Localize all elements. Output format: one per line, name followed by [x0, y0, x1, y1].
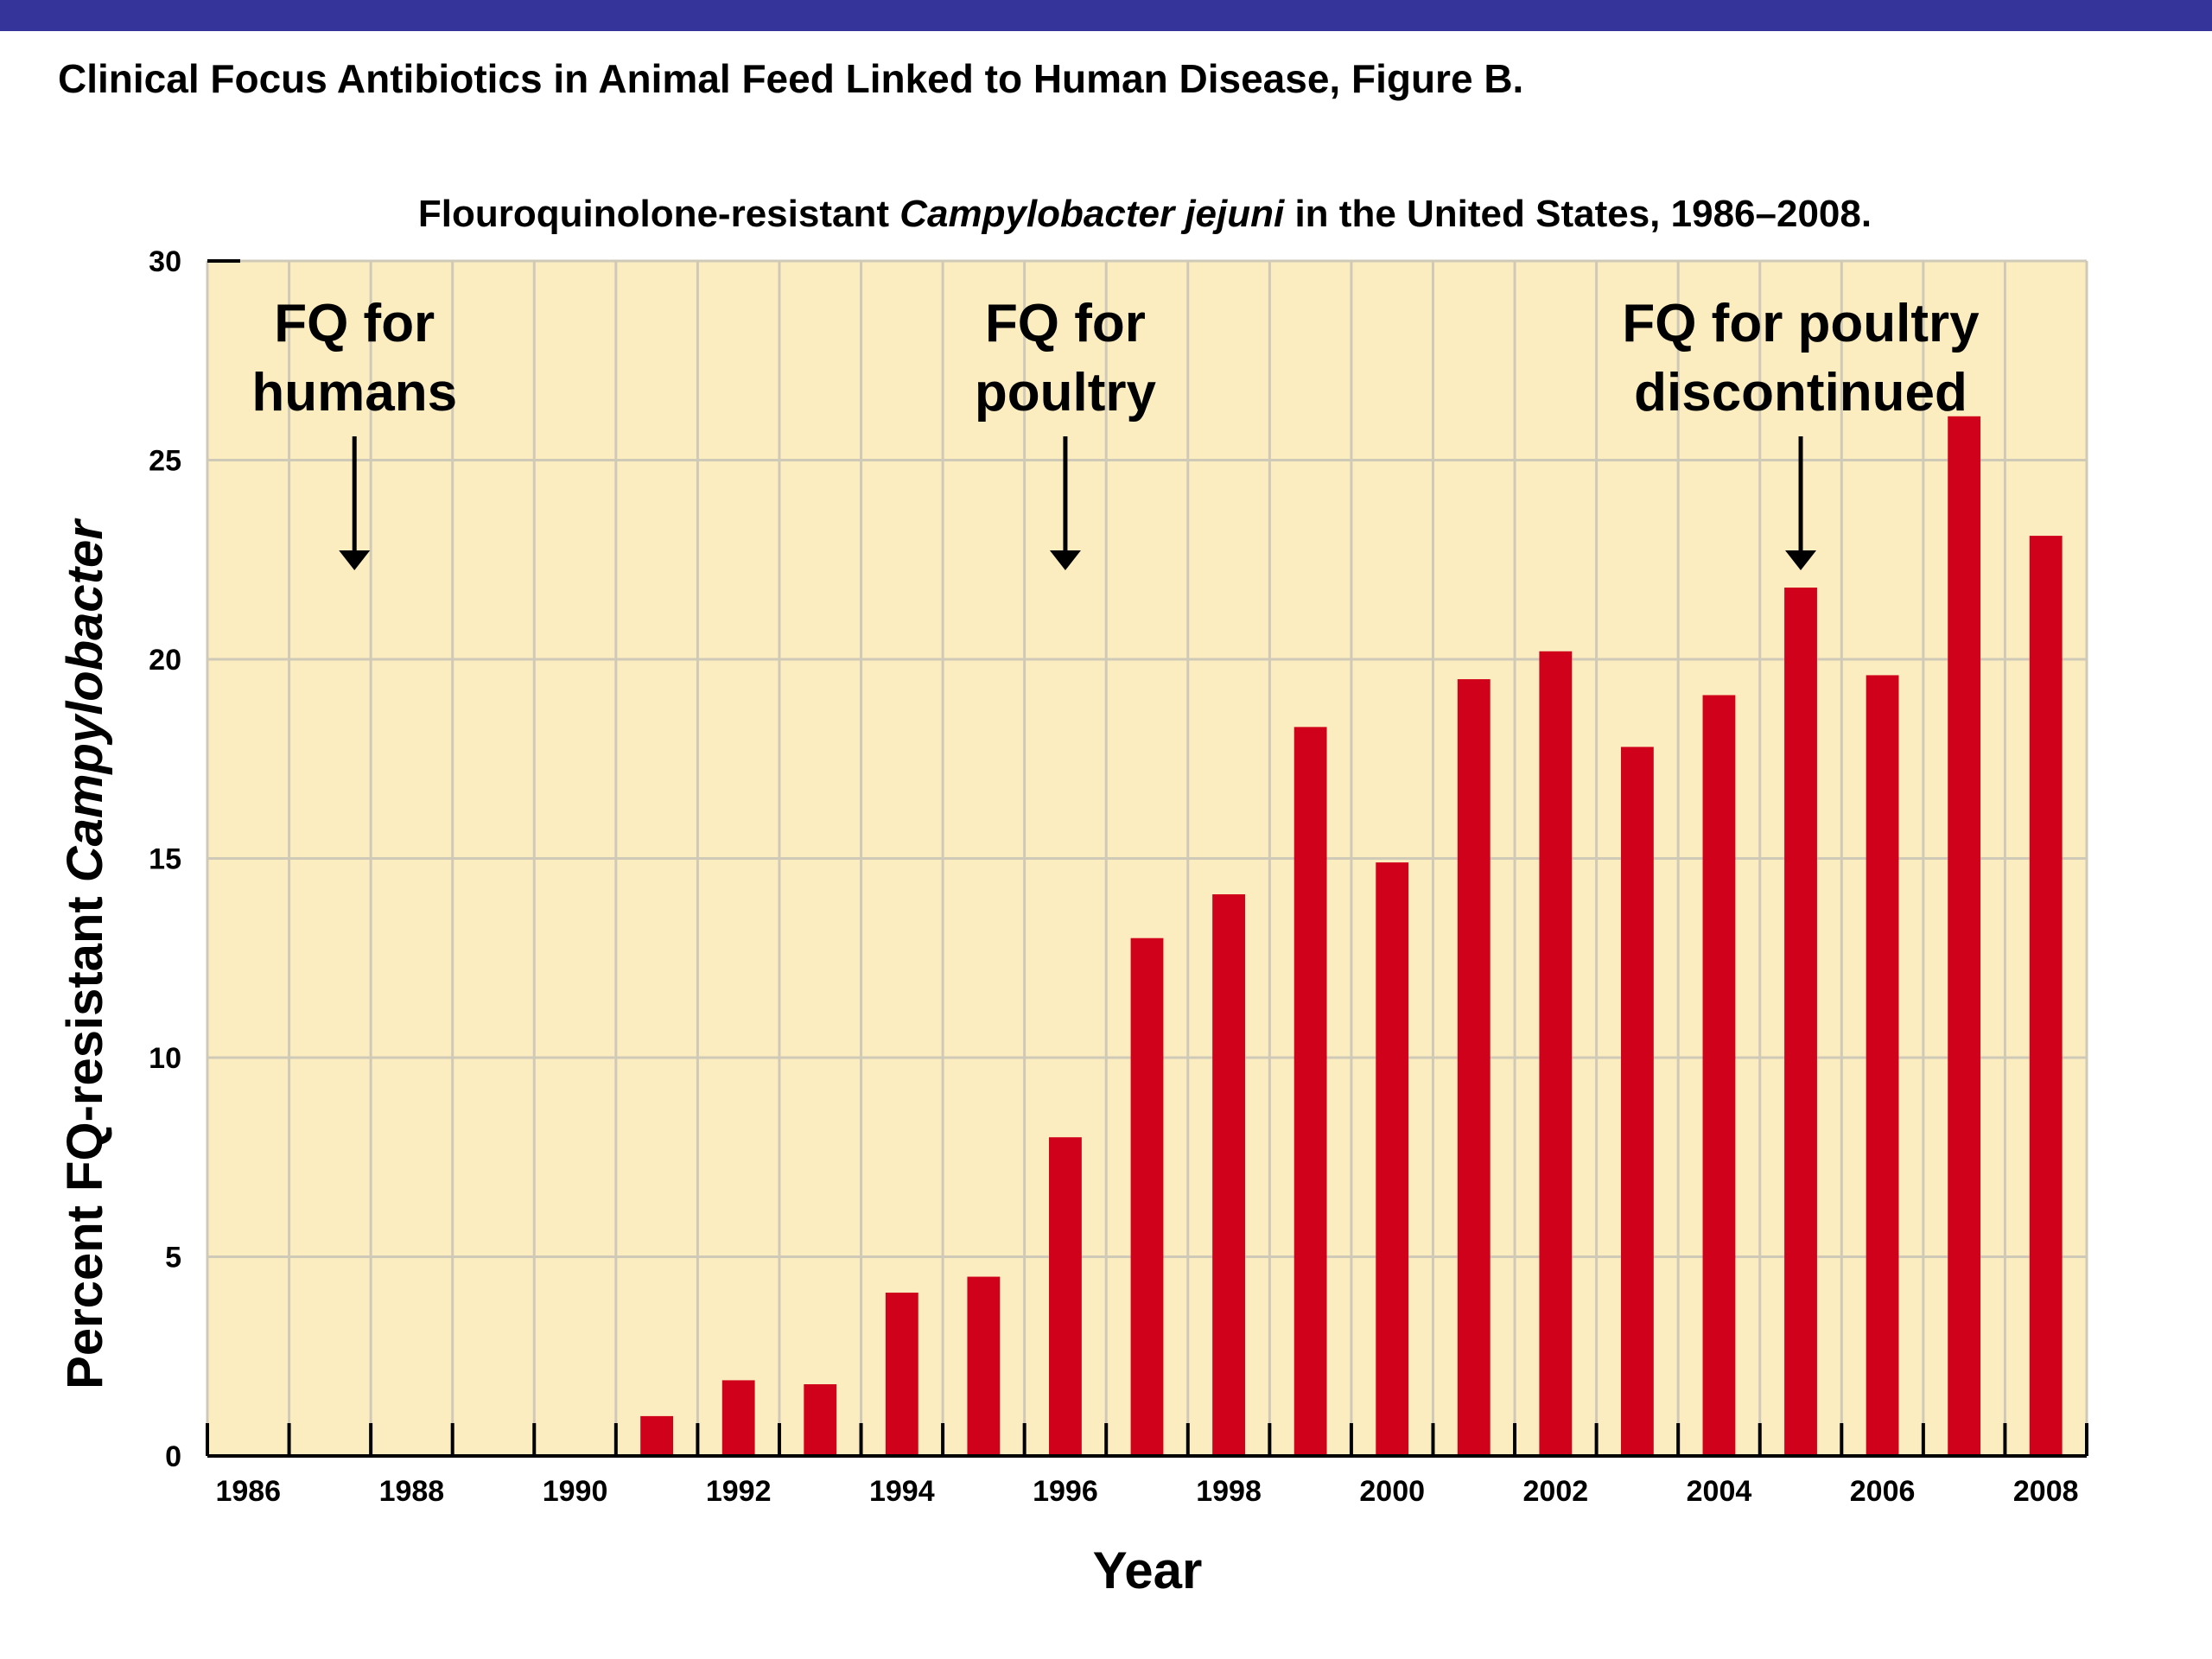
chart-title: Flouroquinolone-resistant Campylobacter … — [418, 193, 1872, 235]
chart-title-part: Flouroquinolone-resistant — [418, 193, 899, 235]
bar-1997 — [1130, 938, 1164, 1456]
bar-1991 — [640, 1415, 674, 1456]
grid-lines — [206, 259, 2088, 1458]
bar-2007 — [1948, 416, 1981, 1456]
x-tick-label: 1992 — [706, 1475, 772, 1508]
x-tick-label: 2002 — [1523, 1475, 1589, 1508]
annotation-arrow-head — [1049, 550, 1081, 570]
x-tick-label: 1994 — [869, 1475, 935, 1508]
y-axis-label-part: Campylobacter — [57, 518, 113, 882]
x-tick-label: 1998 — [1196, 1475, 1262, 1508]
x-tick-label: 1988 — [379, 1475, 445, 1508]
chart-title-part: Campylobacter jejuni — [899, 193, 1285, 235]
annotation-3: FQ for poultry discontinued — [1622, 294, 1980, 570]
annotation-text: humans — [251, 363, 457, 423]
y-tick-label: 5 — [165, 1242, 181, 1274]
bar-1994 — [885, 1292, 918, 1456]
slide-title: Clinical Focus Antibiotics in Animal Fee… — [58, 56, 1524, 101]
x-tick-label: 2000 — [1359, 1475, 1425, 1508]
bar-1998 — [1212, 893, 1245, 1456]
header-bar — [0, 0, 2212, 31]
bar-2002 — [1539, 651, 1573, 1456]
bar-1995 — [967, 1276, 1001, 1456]
bar-1996 — [1049, 1137, 1082, 1456]
bar-1992 — [721, 1380, 755, 1456]
y-tick-label: 15 — [149, 843, 181, 876]
annotation-text: FQ for poultry — [1622, 294, 1980, 353]
x-tick-label: 1990 — [543, 1475, 608, 1508]
bar-2004 — [1702, 695, 1736, 1456]
bar-2005 — [1784, 588, 1817, 1456]
annotation-arrow-head — [1785, 550, 1817, 570]
x-tick-label: 2004 — [1687, 1475, 1752, 1508]
annotation-1: FQ for humans — [251, 294, 457, 570]
bar-1993 — [804, 1384, 837, 1456]
y-tick-label: 25 — [149, 445, 181, 478]
bar-2000 — [1376, 862, 1409, 1456]
chart-title-part: in the United States, 1986–2008. — [1284, 193, 1872, 235]
annotation-text: FQ for — [985, 294, 1146, 353]
x-axis-label: Year — [1093, 1541, 1203, 1599]
bar-2001 — [1457, 679, 1491, 1456]
x-tick-label: 1986 — [215, 1475, 281, 1508]
annotation-2: FQ for poultry — [975, 294, 1157, 570]
y-tick-label: 20 — [149, 644, 181, 677]
x-tick-label: 2008 — [2013, 1475, 2079, 1508]
y-tick-label: 10 — [149, 1042, 181, 1075]
y-tick-label: 30 — [149, 245, 181, 278]
bar-2003 — [1620, 747, 1654, 1456]
annotation-text: poultry — [975, 363, 1157, 423]
x-tick-label: 2006 — [1850, 1475, 1916, 1508]
y-axis-label: Percent FQ-resistant Campylobacter — [57, 518, 113, 1389]
bars — [640, 416, 2063, 1456]
annotation-text: FQ for — [274, 294, 435, 353]
bar-2006 — [1866, 675, 1899, 1456]
annotation-text: discontinued — [1634, 363, 1967, 423]
annotation-arrow-head — [339, 550, 371, 570]
bar-2008 — [2029, 536, 2063, 1456]
y-axis-label-part: Percent FQ-resistant — [57, 882, 113, 1389]
bar-1999 — [1294, 727, 1327, 1456]
x-tick-label: 1996 — [1033, 1475, 1098, 1508]
y-tick-label: 0 — [165, 1440, 181, 1473]
axes: 1986 1988 1990 1992 1994 1996 1998 2000 2002 2004… — [149, 245, 2088, 1508]
